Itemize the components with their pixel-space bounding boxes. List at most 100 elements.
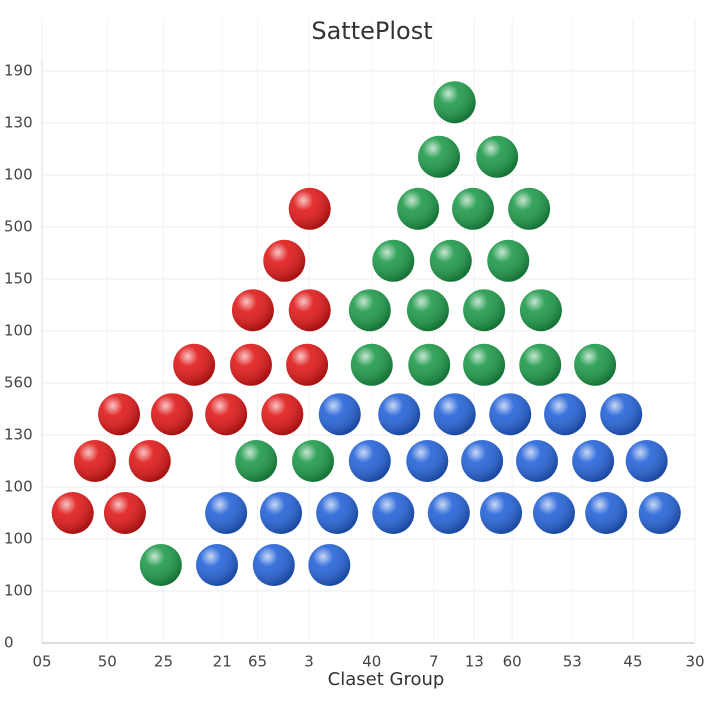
y-tick-label: 100 [4, 166, 33, 184]
point [625, 440, 668, 482]
point [73, 440, 116, 482]
point [418, 135, 461, 178]
point-shine [205, 393, 248, 436]
point-shine [544, 393, 587, 436]
y-tick-label: 100 [4, 322, 33, 340]
point-shine [98, 393, 141, 436]
point [451, 187, 494, 230]
x-tick-label: 3 [304, 653, 314, 671]
point-shine [433, 393, 476, 436]
point-shine [427, 492, 470, 534]
y-tick-label: 0 [4, 634, 14, 652]
point-shine [235, 440, 278, 482]
x-tick-label: 7 [429, 653, 439, 671]
point [150, 393, 193, 436]
x-tick-label: 60 [503, 653, 522, 671]
point [229, 343, 272, 386]
chart-title: SattePlost [311, 17, 432, 45]
point [316, 492, 359, 534]
point [263, 239, 306, 282]
y-tick-label: 150 [4, 270, 33, 288]
point [408, 343, 451, 386]
point-shine [259, 492, 302, 534]
marks [51, 81, 681, 586]
point [252, 544, 295, 586]
point [532, 492, 575, 534]
point-shine [173, 343, 216, 386]
point-shine [600, 393, 643, 436]
point [427, 492, 470, 534]
y-tick-label: 190 [4, 62, 33, 80]
point-shine [463, 343, 506, 386]
point-shine [348, 440, 391, 482]
point [519, 343, 562, 386]
y-tick-label: 100 [4, 582, 33, 600]
point-shine [408, 343, 451, 386]
point [489, 393, 532, 436]
point-shine [476, 135, 519, 178]
x-tick-label: 40 [362, 653, 381, 671]
point [139, 544, 182, 586]
point-shine [519, 343, 562, 386]
point [508, 187, 551, 230]
point-shine [291, 440, 334, 482]
point [286, 343, 329, 386]
point [638, 492, 681, 534]
x-axis-label: Claset Group [328, 669, 445, 690]
point [261, 393, 304, 436]
point-shine [288, 289, 331, 332]
y-tick-label: 130 [4, 426, 33, 444]
x-tick-label: 25 [154, 653, 173, 671]
point [291, 440, 334, 482]
point-shine [585, 492, 628, 534]
point-shine [461, 440, 504, 482]
y-tick-label: 560 [4, 374, 33, 392]
point [259, 492, 302, 534]
point-shine [205, 492, 248, 534]
point-shine [150, 393, 193, 436]
point [433, 393, 476, 436]
point-shine [288, 187, 331, 230]
point-shine [286, 343, 329, 386]
point [173, 343, 216, 386]
point [288, 187, 331, 230]
point-shine [231, 289, 274, 332]
point-shine [451, 187, 494, 230]
point-shine [51, 492, 94, 534]
point-shine [532, 492, 575, 534]
point [372, 492, 415, 534]
point-shine [397, 187, 440, 230]
point [205, 393, 248, 436]
point-shine [480, 492, 523, 534]
point-shine [229, 343, 272, 386]
point-shine [572, 440, 615, 482]
point [461, 440, 504, 482]
point [406, 289, 449, 332]
y-tick-label: 100 [4, 530, 33, 548]
point [308, 544, 351, 586]
y-tick-label: 130 [4, 114, 33, 132]
point [51, 492, 94, 534]
point-shine [515, 440, 558, 482]
point-shine [463, 289, 506, 332]
point-shine [508, 187, 551, 230]
point [463, 343, 506, 386]
point [429, 239, 472, 282]
x-tick-label: 13 [465, 653, 484, 671]
point-shine [406, 289, 449, 332]
point-shine [487, 239, 530, 282]
point-shine [139, 544, 182, 586]
point [231, 289, 274, 332]
point [572, 440, 615, 482]
point [574, 343, 617, 386]
point-shine [196, 544, 239, 586]
point-shine [418, 135, 461, 178]
point [544, 393, 587, 436]
x-tick-label: 05 [32, 653, 51, 671]
point [348, 440, 391, 482]
y-tick-label: 100 [4, 478, 33, 496]
point [463, 289, 506, 332]
point [235, 440, 278, 482]
point-shine [318, 393, 361, 436]
